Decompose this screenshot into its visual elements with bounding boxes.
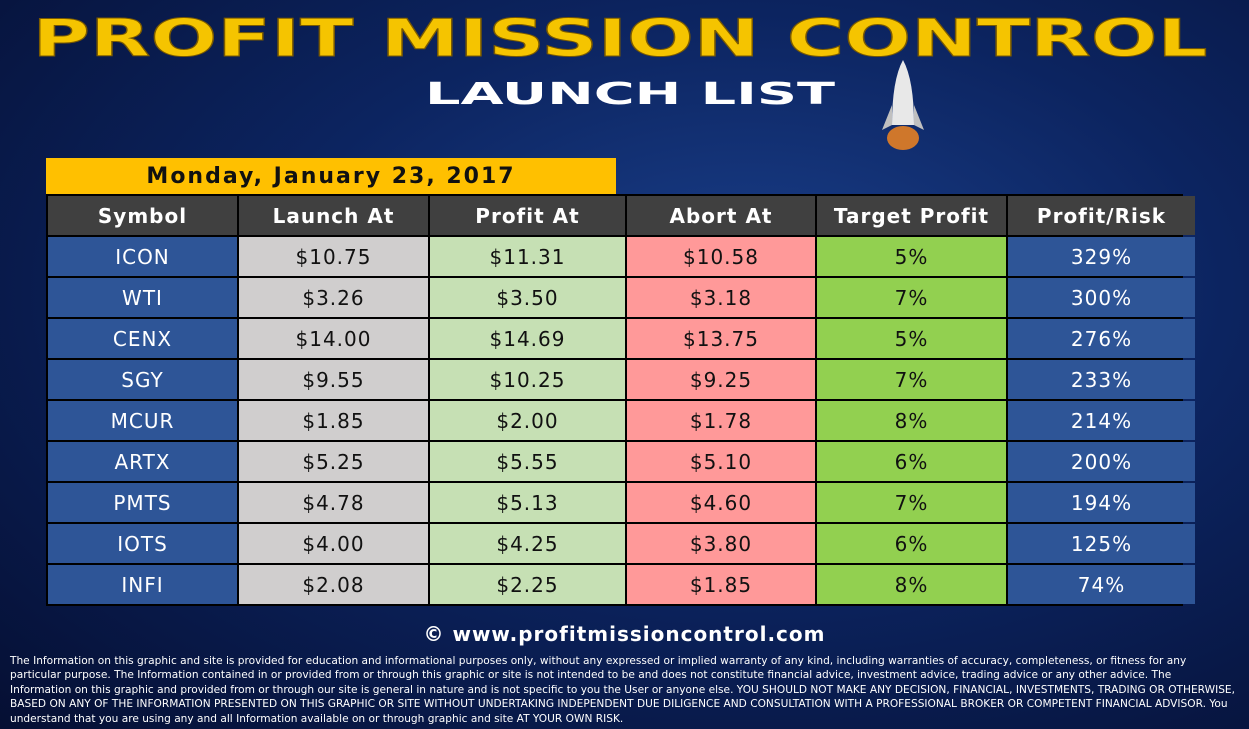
table-cell: IOTS — [48, 524, 237, 563]
table-cell: 7% — [817, 483, 1006, 522]
table-cell: $2.08 — [239, 565, 428, 604]
table-cell: 5% — [817, 237, 1006, 276]
launch-table: Symbol Launch At Profit At Abort At Target P… — [46, 194, 1195, 606]
table-cell: WTI — [48, 278, 237, 317]
table-cell: $1.85 — [239, 401, 428, 440]
table-cell: 7% — [817, 278, 1006, 317]
table-cell: PMTS — [48, 483, 237, 522]
table-cell: $3.50 — [430, 278, 625, 317]
table-cell: 7% — [817, 360, 1006, 399]
table-cell: $5.10 — [627, 442, 815, 481]
table-cell: ICON — [48, 237, 237, 276]
table-cell: $4.78 — [239, 483, 428, 522]
date-banner: Monday, January 23, 2017 — [46, 158, 616, 194]
column-header: Profit At — [430, 196, 625, 235]
table-cell: $4.25 — [430, 524, 625, 563]
title: PROFIT MISSION CONTROL — [33, 9, 1208, 69]
column-header: Launch At — [239, 196, 428, 235]
table-cell: INFI — [48, 565, 237, 604]
table-cell: CENX — [48, 319, 237, 358]
table-cell: $2.00 — [430, 401, 625, 440]
table-cell: 74% — [1008, 565, 1195, 604]
table-cell: $5.25 — [239, 442, 428, 481]
table-cell: 125% — [1008, 524, 1195, 563]
table-cell: SGY — [48, 360, 237, 399]
table-cell: 233% — [1008, 360, 1195, 399]
table-cell: $9.25 — [627, 360, 815, 399]
column-header: Abort At — [627, 196, 815, 235]
disclaimer: The Information on this graphic and site… — [10, 655, 1235, 725]
table-cell: 214% — [1008, 401, 1195, 440]
column-header: Profit/Risk — [1008, 196, 1195, 235]
table-cell: 8% — [817, 565, 1006, 604]
table-cell: $3.80 — [627, 524, 815, 563]
table-cell: $1.78 — [627, 401, 815, 440]
table-cell: $3.18 — [627, 278, 815, 317]
table-cell: 6% — [817, 524, 1006, 563]
table-cell: 200% — [1008, 442, 1195, 481]
rocket-icon — [882, 60, 924, 150]
table-cell: 300% — [1008, 278, 1195, 317]
table-cell: $10.58 — [627, 237, 815, 276]
table-cell: 5% — [817, 319, 1006, 358]
table-cell: $3.26 — [239, 278, 428, 317]
table-cell: $14.69 — [430, 319, 625, 358]
table-cell: $13.75 — [627, 319, 815, 358]
table-cell: ARTX — [48, 442, 237, 481]
table-cell: 8% — [817, 401, 1006, 440]
table-cell: $10.75 — [239, 237, 428, 276]
table-cell: $14.00 — [239, 319, 428, 358]
website: © www.profitmissioncontrol.com — [423, 622, 826, 646]
column-header: Target Profit — [817, 196, 1006, 235]
table-cell: $10.25 — [430, 360, 625, 399]
table-cell: 194% — [1008, 483, 1195, 522]
table-cell: $9.55 — [239, 360, 428, 399]
table-cell: 329% — [1008, 237, 1195, 276]
column-header: Symbol — [48, 196, 237, 235]
table-cell: $11.31 — [430, 237, 625, 276]
table-cell: $2.25 — [430, 565, 625, 604]
table-cell: $5.55 — [430, 442, 625, 481]
table-cell: $4.00 — [239, 524, 428, 563]
table-cell: $5.13 — [430, 483, 625, 522]
subtitle: LAUNCH LIST — [425, 77, 836, 112]
table-cell: $1.85 — [627, 565, 815, 604]
header: PROFIT MISSION CONTROL LAUNCH LIST — [32, 9, 1208, 150]
table-cell: 6% — [817, 442, 1006, 481]
table-cell: 276% — [1008, 319, 1195, 358]
table-cell: MCUR — [48, 401, 237, 440]
table-cell: $4.60 — [627, 483, 815, 522]
